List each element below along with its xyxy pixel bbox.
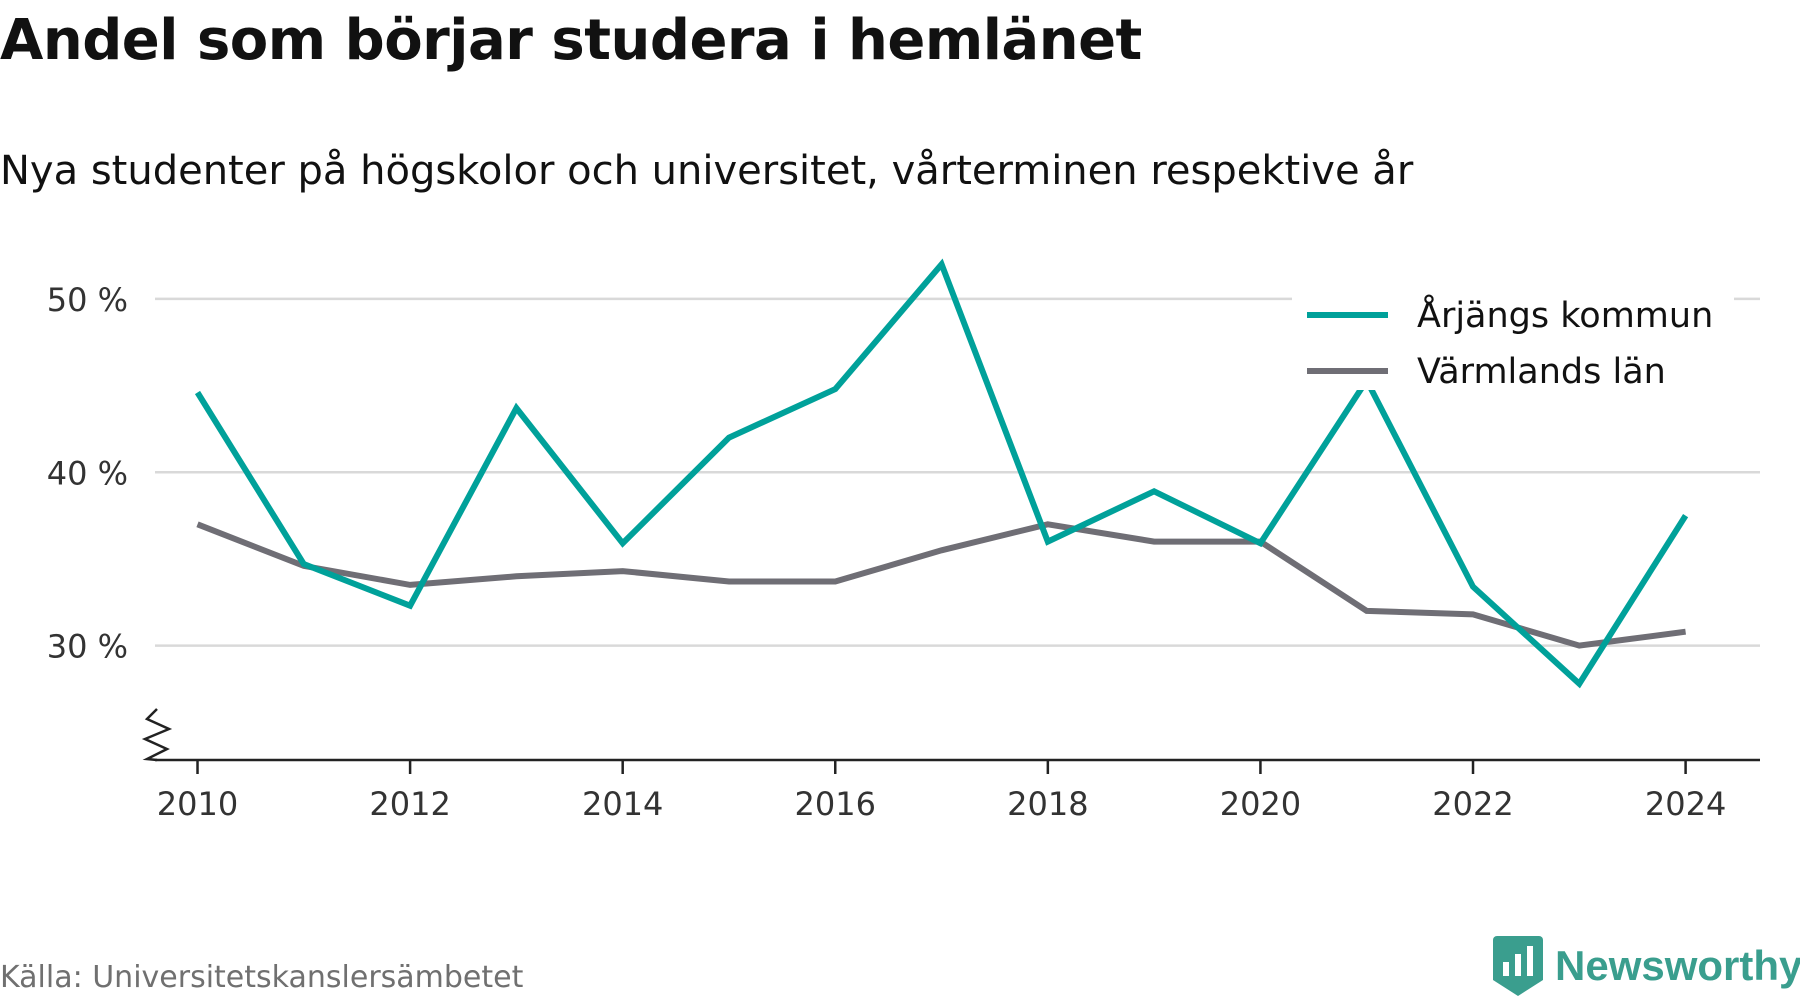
x-tick-label: 2022 (1432, 785, 1513, 823)
axes: 30 % 40 % 50 % 2010 2012 2014 2016 2018 2020 2022… (47, 281, 1760, 823)
axis-break-marker (141, 708, 173, 762)
legend-label: Värmlands län (1417, 352, 1666, 392)
brand-logo: Newsworthy (1493, 936, 1800, 996)
x-tick-label: 2018 (1007, 785, 1088, 823)
legend: Årjängs kommun Värmlands län (1292, 285, 1734, 392)
y-tick-label: 50 % (47, 281, 128, 319)
legend-label: Årjängs kommun (1417, 293, 1713, 336)
series-line-arjang (194, 258, 1689, 689)
x-tick-label: 2016 (795, 785, 876, 823)
series-lines (194, 258, 1689, 689)
bar-chart-badge-icon (1493, 936, 1543, 996)
source-note: Källa: Universitetskanslersämbetet (0, 960, 524, 995)
chart-title: Andel som börjar studera i hemlänet (0, 8, 1142, 73)
brand-name: Newsworthy (1555, 942, 1800, 989)
x-tick-label: 2014 (582, 785, 663, 823)
series-line-varmland (196, 521, 1686, 649)
x-tick-label: 2010 (157, 785, 238, 823)
x-tick-label: 2012 (369, 785, 450, 823)
y-tick-label: 30 % (47, 628, 128, 666)
x-tick-label: 2020 (1220, 785, 1301, 823)
chart-subtitle: Nya studenter på högskolor och universit… (0, 148, 1414, 194)
y-tick-label: 40 % (47, 454, 128, 492)
x-tick-label: 2024 (1645, 785, 1726, 823)
